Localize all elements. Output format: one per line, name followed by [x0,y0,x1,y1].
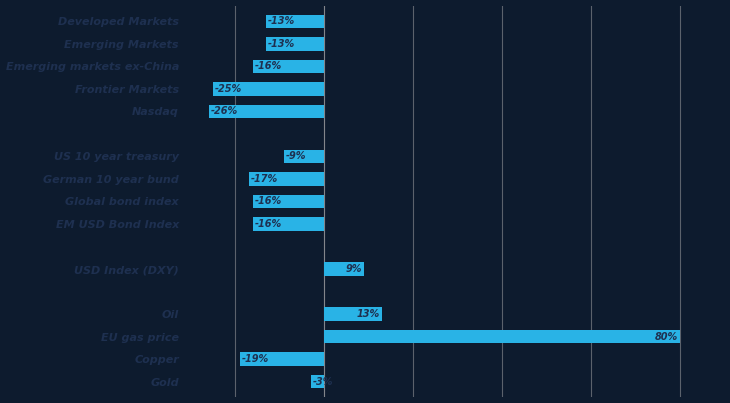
Bar [311,375,324,388]
Bar [213,82,324,96]
Bar [284,150,324,163]
Text: -16%: -16% [255,197,282,206]
Text: -13%: -13% [268,39,296,49]
Bar [253,195,324,208]
Bar [324,330,680,343]
Bar [239,352,324,366]
Text: -16%: -16% [255,61,282,71]
Text: -13%: -13% [268,16,296,26]
Bar [324,262,364,276]
Bar [209,105,324,118]
Bar [253,60,324,73]
Text: -3%: -3% [312,377,333,387]
Bar [248,172,324,186]
Text: 13%: 13% [357,309,380,319]
Text: 80%: 80% [655,332,678,342]
Bar [266,15,324,28]
Text: 9%: 9% [346,264,362,274]
Bar [266,37,324,51]
Text: -26%: -26% [210,106,237,116]
Text: -9%: -9% [286,152,307,162]
Bar [324,307,382,321]
Bar [253,217,324,231]
Text: -16%: -16% [255,219,282,229]
Text: -17%: -17% [250,174,277,184]
Text: -19%: -19% [242,354,269,364]
Text: -25%: -25% [215,84,242,94]
